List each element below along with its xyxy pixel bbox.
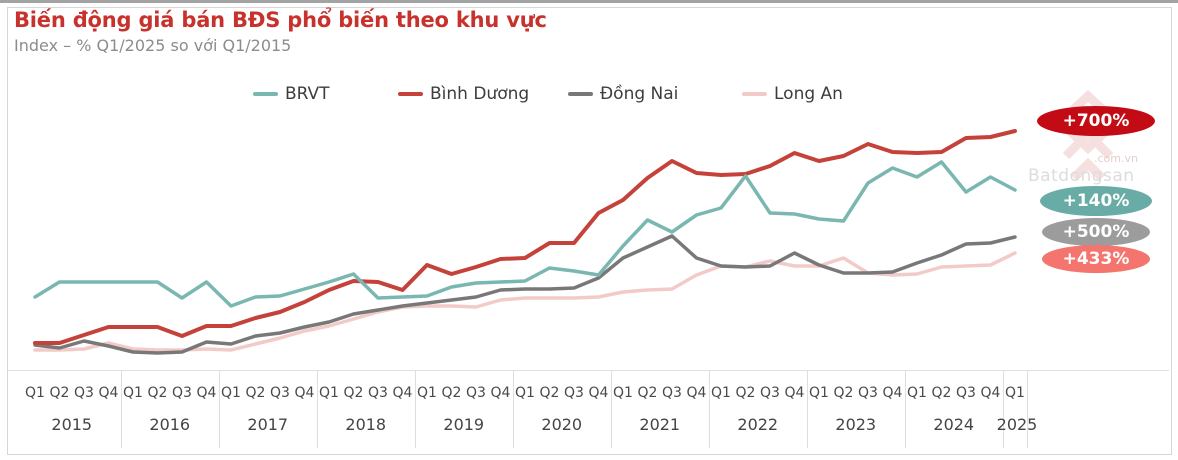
legend-item-long-an[interactable]: Long An bbox=[742, 84, 843, 104]
legend-item-dong-nai[interactable]: Đồng Nai bbox=[568, 84, 678, 104]
quarter-tick-label: Q1 bbox=[123, 385, 143, 401]
legend-dash-icon bbox=[742, 92, 767, 96]
series-line-bình-dương bbox=[33, 129, 1017, 345]
year-separator-line bbox=[904, 370, 906, 448]
year-tick-label: 2021 bbox=[639, 415, 681, 434]
quarter-tick-label: Q3 bbox=[270, 385, 290, 401]
legend-dash-icon bbox=[253, 92, 278, 96]
quarter-tick-label: Q4 bbox=[882, 385, 903, 401]
card-border bbox=[7, 7, 1172, 455]
year-separator-line bbox=[120, 370, 122, 448]
quarter-tick-label: Q3 bbox=[368, 385, 388, 401]
series-line-long-an bbox=[33, 251, 1017, 352]
year-tick-label: 2023 bbox=[835, 415, 877, 434]
quarter-tick-label: Q3 bbox=[760, 385, 780, 401]
year-separator-line bbox=[218, 370, 220, 448]
quarter-tick-label: Q2 bbox=[539, 385, 560, 401]
quarter-tick-label: Q1 bbox=[319, 385, 339, 401]
chart-title: Biến động giá bán BĐS phổ biến theo khu … bbox=[14, 8, 547, 32]
quarter-tick-label: Q4 bbox=[98, 385, 119, 401]
year-tick-label: 2016 bbox=[149, 415, 191, 434]
year-separator-line bbox=[1002, 370, 1004, 448]
legend-label: Đồng Nai bbox=[600, 84, 679, 104]
quarter-tick-label: Q1 bbox=[809, 385, 829, 401]
year-tick-label: 2019 bbox=[443, 415, 485, 434]
year-separator-line bbox=[708, 370, 710, 448]
year-tick-label: 2022 bbox=[737, 415, 779, 434]
quarter-tick-label: Q2 bbox=[245, 385, 266, 401]
quarter-tick-label: Q1 bbox=[907, 385, 927, 401]
quarter-tick-label: Q4 bbox=[686, 385, 707, 401]
series-line-đồng-nai bbox=[33, 234, 1017, 355]
legend-label: BRVT bbox=[285, 84, 330, 104]
year-tick-label: 2015 bbox=[51, 415, 93, 434]
legend-dash-icon bbox=[398, 92, 423, 96]
year-tick-label: 2020 bbox=[541, 415, 583, 434]
quarter-tick-label: Q1 bbox=[515, 385, 535, 401]
quarter-tick-label: Q4 bbox=[784, 385, 805, 401]
quarter-tick-label: Q4 bbox=[294, 385, 315, 401]
legend-item-brvt[interactable]: BRVT bbox=[253, 84, 330, 104]
year-tick-label: 2024 bbox=[933, 415, 975, 434]
quarter-tick-label: Q2 bbox=[637, 385, 658, 401]
quarter-tick-label: Q2 bbox=[147, 385, 168, 401]
quarter-tick-label: Q2 bbox=[833, 385, 854, 401]
series-line-brvt bbox=[33, 160, 1017, 308]
quarter-tick-label: Q4 bbox=[980, 385, 1001, 401]
year-separator-line bbox=[806, 370, 808, 448]
chart-subtitle: Index – % Q1/2025 so với Q1/2015 bbox=[14, 36, 292, 55]
quarter-tick-label: Q2 bbox=[441, 385, 462, 401]
year-tick-label: 2018 bbox=[345, 415, 387, 434]
year-separator-line bbox=[414, 370, 416, 448]
quarter-tick-label: Q1 bbox=[25, 385, 45, 401]
quarter-tick-label: Q3 bbox=[172, 385, 192, 401]
quarter-tick-label: Q1 bbox=[613, 385, 633, 401]
quarter-tick-label: Q2 bbox=[931, 385, 952, 401]
year-separator-line bbox=[512, 370, 514, 448]
quarter-tick-label: Q2 bbox=[735, 385, 756, 401]
quarter-tick-label: Q1 bbox=[221, 385, 241, 401]
quarter-tick-label: Q4 bbox=[196, 385, 217, 401]
x-axis-line bbox=[8, 370, 1169, 371]
quarter-tick-label: Q2 bbox=[343, 385, 364, 401]
legend-dash-icon bbox=[568, 92, 593, 96]
year-separator-line bbox=[610, 370, 612, 448]
badge-dong-nai-change: +500% bbox=[1042, 218, 1150, 246]
year-separator-line bbox=[316, 370, 318, 448]
quarter-tick-label: Q4 bbox=[392, 385, 413, 401]
quarter-tick-label: Q3 bbox=[74, 385, 94, 401]
watermark-brand: Batdongsan bbox=[1028, 166, 1135, 186]
badge-long-an-change: +433% bbox=[1042, 245, 1150, 273]
year-tick-label: 2025 bbox=[996, 415, 1038, 434]
legend-label: Bình Dương bbox=[430, 84, 530, 104]
screenshot-top-border bbox=[0, 0, 1178, 3]
year-separator-line bbox=[1027, 370, 1029, 448]
quarter-tick-label: Q1 bbox=[1005, 385, 1025, 401]
quarter-tick-label: Q3 bbox=[956, 385, 976, 401]
quarter-tick-label: Q3 bbox=[466, 385, 486, 401]
watermark-domain: .com.vn bbox=[1094, 152, 1138, 165]
quarter-tick-label: Q2 bbox=[49, 385, 70, 401]
quarter-tick-label: Q3 bbox=[858, 385, 878, 401]
quarter-tick-label: Q4 bbox=[490, 385, 511, 401]
quarter-tick-label: Q1 bbox=[711, 385, 731, 401]
legend-label: Long An bbox=[774, 84, 843, 104]
quarter-tick-label: Q3 bbox=[564, 385, 584, 401]
legend-item-binh-duong[interactable]: Bình Dương bbox=[398, 84, 529, 104]
badge-binh-duong-change: +700% bbox=[1037, 106, 1155, 136]
quarter-tick-label: Q3 bbox=[662, 385, 682, 401]
year-tick-label: 2017 bbox=[247, 415, 289, 434]
quarter-tick-label: Q4 bbox=[588, 385, 609, 401]
badge-brvt-change: +140% bbox=[1040, 186, 1152, 216]
quarter-tick-label: Q1 bbox=[417, 385, 437, 401]
